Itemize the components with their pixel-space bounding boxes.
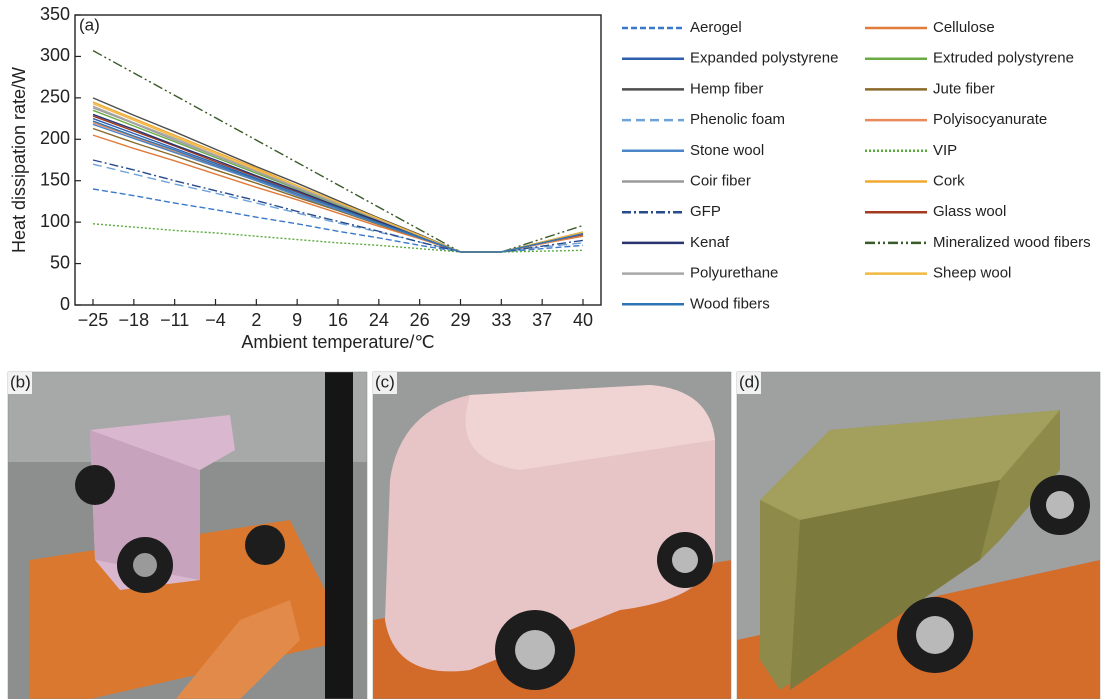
y-tick-label: 100 <box>40 211 70 231</box>
plot-frame <box>75 15 601 305</box>
x-tick-label: 26 <box>410 310 430 330</box>
legend-label: Jute fiber <box>933 80 995 97</box>
legend-label: Aerogel <box>690 19 742 36</box>
photo-b <box>8 372 367 699</box>
x-tick-label: −18 <box>119 310 150 330</box>
legend-label: GFP <box>690 203 721 220</box>
panel-label: (d) <box>739 372 760 391</box>
x-tick-label: 37 <box>532 310 552 330</box>
y-tick-label: 250 <box>40 87 70 107</box>
x-tick-label: 40 <box>573 310 593 330</box>
legend-label: Phenolic foam <box>690 111 785 128</box>
x-tick-label: 33 <box>491 310 511 330</box>
panel-label: (c) <box>375 372 395 391</box>
photo-d <box>737 372 1100 699</box>
y-tick-label: 50 <box>50 252 70 272</box>
x-tick-label: 16 <box>328 310 348 330</box>
panel-label: (b) <box>10 372 31 391</box>
photo-c <box>373 372 731 699</box>
legend-label: Kenaf <box>690 234 730 251</box>
legend-label: Hemp fiber <box>690 80 763 97</box>
series-line <box>93 98 583 252</box>
x-tick-label: 29 <box>450 310 470 330</box>
figure: (b) (c) (d) (a) Ambient temperature/℃ He… <box>0 0 1104 699</box>
x-tick-label: 24 <box>369 310 389 330</box>
legend-label: Mineralized wood fibers <box>933 234 1091 251</box>
y-tick-label: 150 <box>40 169 70 189</box>
legend-label: Stone wool <box>690 142 764 159</box>
legend-label: Cellulose <box>933 19 995 36</box>
series-line <box>93 121 583 252</box>
y-tick-label: 200 <box>40 128 70 148</box>
legend-label: Extruded polystyrene <box>933 50 1074 67</box>
legend-label: VIP <box>933 142 957 159</box>
x-tick-label: −25 <box>78 310 109 330</box>
series-line <box>93 51 583 252</box>
legend-label: Coir fiber <box>690 172 751 189</box>
x-tick-label: −11 <box>160 310 189 330</box>
legend-label: Polyisocyanurate <box>933 111 1047 128</box>
y-tick-label: 0 <box>60 294 70 314</box>
legend-label: Cork <box>933 172 965 189</box>
legend-label: Glass wool <box>933 203 1006 220</box>
legend-label: Polyurethane <box>690 265 778 282</box>
legend-label: Sheep wool <box>933 265 1011 282</box>
x-tick-label: 9 <box>292 310 302 330</box>
y-tick-label: 350 <box>40 4 70 24</box>
legend-label: Expanded polystyrene <box>690 50 838 67</box>
y-tick-label: 300 <box>40 45 70 65</box>
x-tick-label: 2 <box>251 310 261 330</box>
series-line <box>93 224 583 252</box>
x-axis-label: Ambient temperature/℃ <box>241 332 434 352</box>
panel-label: (a) <box>79 15 100 34</box>
figure-svg: (b) (c) (d) (a) Ambient temperature/℃ He… <box>0 0 1104 699</box>
legend-label: Wood fibers <box>690 295 770 312</box>
y-axis-label: Heat dissipation rate/W <box>9 67 29 253</box>
x-tick-label: −4 <box>205 310 226 330</box>
